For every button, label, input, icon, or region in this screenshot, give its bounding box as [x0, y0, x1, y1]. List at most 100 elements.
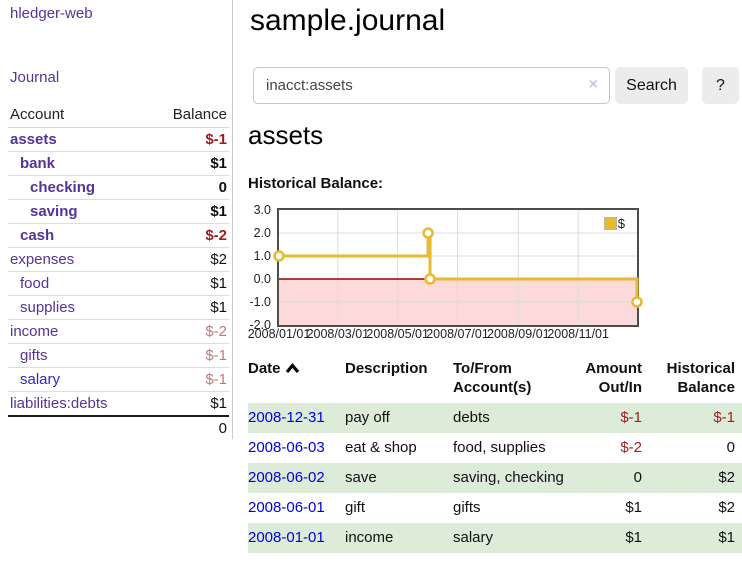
account-balance: $-1	[205, 347, 227, 364]
account-link[interactable]: checking	[30, 179, 96, 196]
account-balance: $-1	[205, 371, 227, 388]
data-point-marker	[273, 250, 285, 262]
y-axis-tick-label: 0.0	[253, 271, 271, 286]
account-balance: $-2	[205, 227, 227, 244]
account-link[interactable]: liabilities:debts	[10, 395, 108, 412]
help-button[interactable]: ?	[702, 67, 739, 104]
nav-journal-link[interactable]: Journal	[10, 69, 60, 86]
account-link[interactable]: assets	[10, 131, 57, 148]
historical-balance-chart: 3.0 2.0 1.0 0.0 -1.0 -2.0 $ 2008/01/01 2008/03…	[233, 203, 742, 345]
account-balance: $-1	[205, 131, 227, 148]
transaction-description: income	[345, 529, 394, 546]
transaction-amount: $1	[625, 529, 642, 546]
account-balance: $1	[210, 395, 227, 412]
transaction-balance: $2	[718, 499, 735, 516]
account-row: food $1	[8, 271, 229, 295]
x-axis-tick-label: 2008/07/01	[426, 327, 489, 341]
transaction-accounts: saving, checking	[453, 469, 564, 486]
transaction-accounts: salary	[453, 529, 494, 546]
sidebar: hledger-web Journal Account Balance asse…	[0, 0, 233, 439]
account-balance: $2	[210, 251, 227, 268]
search-button[interactable]: Search	[615, 67, 688, 104]
transaction-amount: $1	[625, 499, 642, 516]
transaction-date-link[interactable]: 2008-12-31	[248, 409, 325, 426]
accounts-total-value: 0	[218, 420, 227, 437]
description-column-header: Description	[345, 360, 428, 377]
clear-search-icon[interactable]: ×	[588, 76, 598, 93]
transaction-row: 2008-06-02 save saving, checking 0 $2	[248, 463, 742, 493]
transaction-date-cell: 2008-12-31	[248, 408, 345, 428]
account-row: salary $-1	[8, 367, 229, 391]
account-row: checking 0	[8, 175, 229, 199]
account-link[interactable]: income	[10, 323, 59, 340]
transaction-date-link[interactable]: 2008-06-03	[248, 439, 325, 456]
transaction-date-link[interactable]: 2008-01-01	[248, 529, 325, 546]
account-balance: $1	[210, 275, 227, 292]
y-axis-tick-label: -1.0	[249, 294, 271, 309]
account-row: gifts $-1	[8, 343, 229, 367]
chart-plot-area: $	[273, 208, 643, 327]
transaction-balance: $-1	[713, 409, 735, 426]
transaction-row: 2008-01-01 income salary $1 $1	[248, 523, 742, 553]
y-axis-tick-label: 1.0	[253, 248, 271, 263]
x-axis-tick-label: 2008/03/01	[306, 327, 370, 341]
x-axis-tick-label: 2008/09/01	[487, 327, 550, 341]
account-row: supplies $1	[8, 295, 229, 319]
account-balance: 0	[218, 179, 227, 196]
transaction-date-cell: 2008-01-01	[248, 528, 345, 548]
account-balance: $1	[210, 203, 227, 220]
account-link[interactable]: salary	[20, 371, 61, 388]
account-link[interactable]: expenses	[10, 251, 75, 268]
transactions-table: Date Description To/From Account(s) Amou…	[248, 358, 742, 553]
transaction-accounts: food, supplies	[453, 439, 546, 456]
transaction-date-link[interactable]: 2008-06-01	[248, 499, 325, 516]
tofrom-column-header: To/From Account(s)	[453, 360, 532, 396]
sort-ascending-icon	[285, 363, 299, 374]
transaction-description: pay off	[345, 409, 390, 426]
search-input[interactable]	[253, 67, 610, 104]
y-axis-tick-label: -2.0	[249, 317, 271, 332]
account-link[interactable]: gifts	[20, 347, 48, 364]
x-axis-tick-label: 2008/01/01	[247, 327, 311, 341]
transaction-balance: $1	[718, 529, 735, 546]
transaction-accounts: debts	[453, 409, 490, 426]
page-title: sample.journal	[250, 4, 446, 37]
transaction-accounts: gifts	[453, 499, 481, 516]
account-row: income $-2	[8, 319, 229, 343]
chart-legend: $	[603, 216, 625, 231]
transaction-date-cell: 2008-06-03	[248, 438, 345, 458]
data-point-marker	[631, 296, 643, 308]
legend-label: $	[617, 216, 625, 231]
account-column-header: Account	[10, 106, 65, 123]
account-link[interactable]: cash	[20, 227, 55, 244]
transaction-description: gift	[345, 499, 366, 516]
account-link[interactable]: saving	[30, 203, 78, 220]
app-title-link[interactable]: hledger-web	[10, 5, 93, 22]
legend-swatch-icon	[603, 217, 617, 230]
transaction-row: 2008-06-03 eat & shop food, supplies $-2 0	[248, 433, 742, 463]
transaction-date-cell: 2008-06-02	[248, 468, 345, 488]
account-link[interactable]: food	[20, 275, 50, 292]
account-link[interactable]: bank	[20, 155, 56, 172]
chart-title: Historical Balance:	[248, 175, 384, 192]
search-box: ×	[253, 67, 610, 104]
account-link[interactable]: supplies	[20, 299, 76, 316]
balance-column-header: Historical Balance	[666, 360, 735, 396]
amount-column-header: Amount Out/In	[585, 360, 642, 396]
transaction-balance: $2	[718, 469, 735, 486]
main-panel: sample.journal × Search ? assets Histori…	[233, 0, 742, 582]
data-point-marker	[424, 273, 436, 285]
transaction-amount: 0	[633, 469, 642, 486]
account-row: expenses $2	[8, 247, 229, 271]
account-row: cash $-2	[8, 223, 229, 247]
transaction-date-link[interactable]: 2008-06-02	[248, 469, 325, 486]
account-balance: $-2	[205, 323, 227, 340]
account-row: bank $1	[8, 151, 229, 175]
transaction-row: 2008-12-31 pay off debts $-1 $-1	[248, 403, 742, 433]
balance-column-header: Balance	[172, 106, 227, 123]
account-row: liabilities:debts $1	[8, 391, 229, 415]
y-axis-tick-label: 3.0	[253, 202, 271, 217]
transaction-description: eat & shop	[345, 439, 417, 456]
date-column-header[interactable]: Date	[248, 359, 345, 397]
transaction-description: save	[345, 469, 377, 486]
